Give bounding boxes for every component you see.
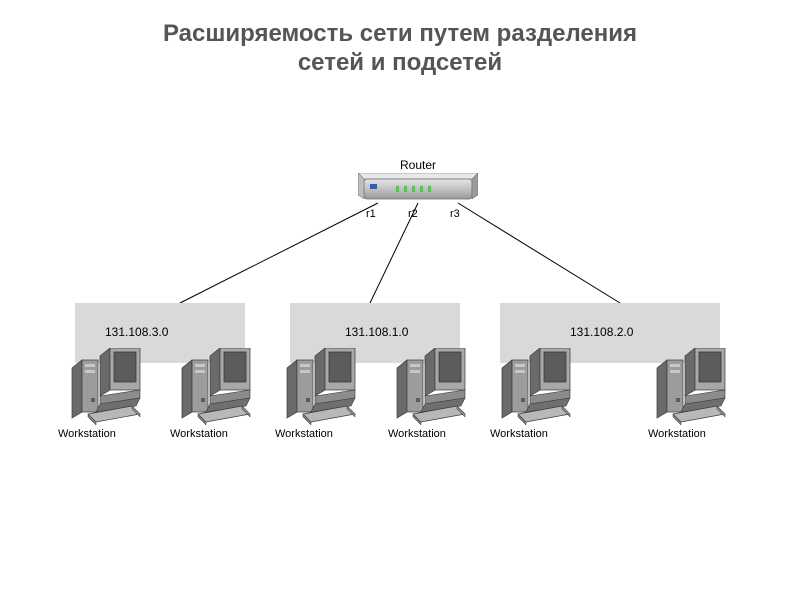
workstation-icon [180, 348, 252, 426]
workstation-label-1: Workstation [170, 428, 228, 440]
router-label: Router [400, 158, 436, 172]
workstation-icon [70, 348, 142, 426]
workstation-3 [395, 348, 467, 426]
workstation-label-2: Workstation [275, 428, 333, 440]
subnet-ip-0: 131.108.3.0 [105, 325, 168, 339]
workstation-5 [655, 348, 727, 426]
title-line-2: сетей и подсетей [298, 49, 502, 76]
port-label-r3: r3 [450, 208, 460, 220]
subnet-ip-2: 131.108.2.0 [570, 325, 633, 339]
subnet-ip-1: 131.108.1.0 [345, 325, 408, 339]
diagram-stage: Router [0, 78, 800, 578]
workstation-icon [500, 348, 572, 426]
workstation-icon [395, 348, 467, 426]
router-device [358, 173, 478, 203]
workstation-2 [285, 348, 357, 426]
workstation-0 [70, 348, 142, 426]
workstation-label-4: Workstation [490, 428, 548, 440]
router-icon [358, 173, 478, 203]
title-line-1: Расширяемость сети путем разделения [163, 20, 637, 47]
workstation-label-0: Workstation [58, 428, 116, 440]
workstation-icon [285, 348, 357, 426]
workstation-1 [180, 348, 252, 426]
page-title: Расширяемость сети путем разделения сете… [0, 20, 800, 78]
port-label-r1: r1 [366, 208, 376, 220]
workstation-label-3: Workstation [388, 428, 446, 440]
workstation-4 [500, 348, 572, 426]
workstation-label-5: Workstation [648, 428, 706, 440]
port-label-r2: r2 [408, 208, 418, 220]
workstation-icon [655, 348, 727, 426]
